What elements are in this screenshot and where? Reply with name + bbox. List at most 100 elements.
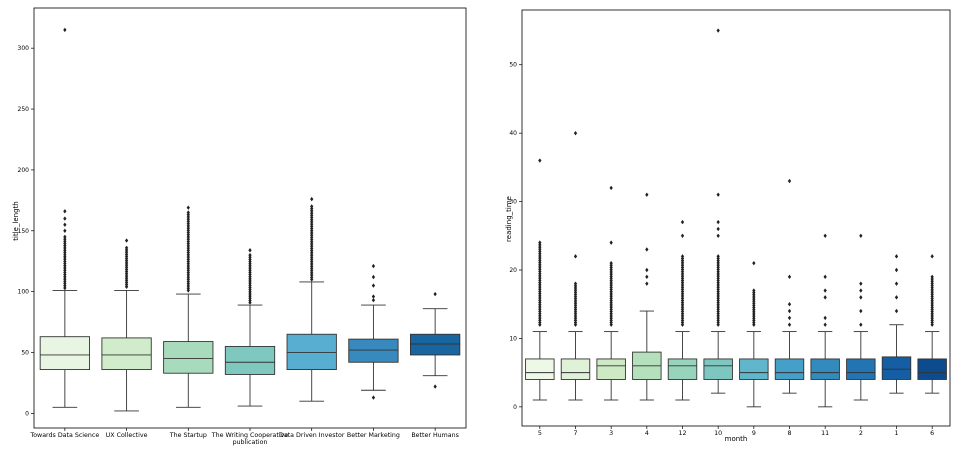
- outlier-point: [63, 261, 67, 266]
- iqr-box: [224, 345, 276, 375]
- outlier-point: [787, 302, 792, 307]
- outlier-point: [310, 230, 314, 236]
- outlier-point: [680, 309, 685, 314]
- x-tick-label: 9: [752, 430, 756, 437]
- iqr-box: [596, 358, 626, 380]
- outlier-point: [538, 291, 542, 296]
- outlier-point: [538, 258, 542, 263]
- outlier-point: [186, 232, 190, 237]
- outlier-point: [63, 279, 67, 284]
- outlier-point: [645, 281, 649, 286]
- outlier-point: [371, 274, 376, 280]
- panel-title-length: title_length 0 50 100 150 200 250 300 Towards D…: [12, 7, 467, 446]
- y-tick-label: 30: [509, 199, 517, 206]
- iqr-box: [703, 358, 733, 380]
- outlier-point: [310, 268, 314, 273]
- outlier-point: [859, 308, 863, 314]
- outlier-point: [310, 210, 314, 216]
- outlier-point: [310, 217, 314, 222]
- outlier-point: [63, 245, 67, 251]
- outlier-point: [680, 233, 685, 238]
- outlier-point: [680, 287, 685, 292]
- y-tick-label: 50: [509, 62, 517, 69]
- outlier-point: [538, 242, 542, 248]
- x-tick-label: 11: [821, 430, 829, 437]
- outlier-point: [680, 315, 685, 321]
- outlier-point: [310, 263, 314, 269]
- outlier-point: [186, 230, 190, 235]
- outlier-point: [645, 274, 649, 280]
- outlier-point: [538, 302, 542, 307]
- outlier-point: [894, 295, 899, 300]
- outlier-point: [63, 243, 67, 248]
- outlier-point: [680, 298, 685, 303]
- outlier-point: [63, 272, 67, 277]
- outlier-point: [63, 228, 67, 233]
- x-tick-label: UX Collective: [106, 432, 148, 439]
- outlier-point: [538, 293, 542, 299]
- outlier-point: [538, 280, 542, 285]
- outlier-point: [716, 309, 720, 314]
- outlier-point: [63, 252, 67, 257]
- outlier-point: [716, 320, 720, 325]
- outlier-point: [716, 304, 720, 310]
- outlier-point: [930, 254, 934, 259]
- outlier-point: [787, 178, 792, 184]
- outlier-point: [716, 258, 720, 263]
- outlier-point: [310, 252, 314, 258]
- outlier-point: [752, 260, 756, 266]
- outlier-point: [310, 244, 314, 249]
- x-tick-label: 3: [609, 430, 613, 437]
- y-tick-label: 40: [509, 130, 517, 137]
- outlier-point: [186, 245, 190, 251]
- outlier-point: [538, 264, 542, 270]
- iqr-box: [101, 337, 152, 371]
- outlier-point: [310, 196, 314, 202]
- outlier-point: [716, 271, 720, 277]
- outlier-point: [716, 226, 720, 232]
- outlier-point: [186, 286, 190, 291]
- outlier-point: [823, 274, 827, 280]
- outlier-point: [186, 228, 190, 233]
- outlier-point: [63, 263, 67, 268]
- outlier-point: [310, 275, 314, 280]
- outlier-point: [680, 318, 685, 323]
- outlier-point: [538, 309, 542, 314]
- outlier-point: [310, 266, 314, 271]
- outlier-point: [680, 302, 685, 308]
- outlier-point: [186, 225, 190, 231]
- outlier-point: [538, 284, 542, 290]
- x-tick-label: 1: [894, 430, 898, 437]
- box-12: [917, 254, 947, 394]
- outlier-point: [859, 295, 863, 300]
- outlier-point: [538, 304, 542, 310]
- outlier-point: [538, 313, 542, 319]
- outlier-point: [716, 289, 720, 294]
- outlier-point: [538, 255, 542, 261]
- outlier-point: [716, 293, 720, 299]
- outlier-point: [538, 251, 542, 256]
- outlier-point: [609, 240, 613, 245]
- outlier-point: [538, 260, 542, 265]
- outlier-point: [538, 158, 542, 163]
- outlier-point: [894, 281, 899, 286]
- outlier-point: [538, 295, 542, 301]
- x-tick-label-line2: publication: [233, 439, 268, 446]
- x-tick-label: 4: [645, 430, 649, 437]
- outlier-point: [63, 250, 67, 255]
- outlier-point: [930, 274, 934, 280]
- outlier-point: [538, 249, 542, 254]
- outlier-point: [63, 209, 67, 214]
- box-3: [163, 205, 214, 408]
- outlier-point: [716, 256, 720, 261]
- iqr-box: [739, 358, 769, 380]
- outlier-point: [680, 265, 685, 270]
- iqr-box: [286, 333, 337, 371]
- x-tick-label: 5: [538, 430, 542, 437]
- outlier-point: [823, 288, 827, 293]
- outlier-point: [680, 280, 685, 286]
- outlier-point: [716, 322, 720, 327]
- outlier-point: [716, 278, 720, 283]
- x-tick-label: 2: [859, 430, 863, 437]
- outlier-point: [716, 265, 720, 270]
